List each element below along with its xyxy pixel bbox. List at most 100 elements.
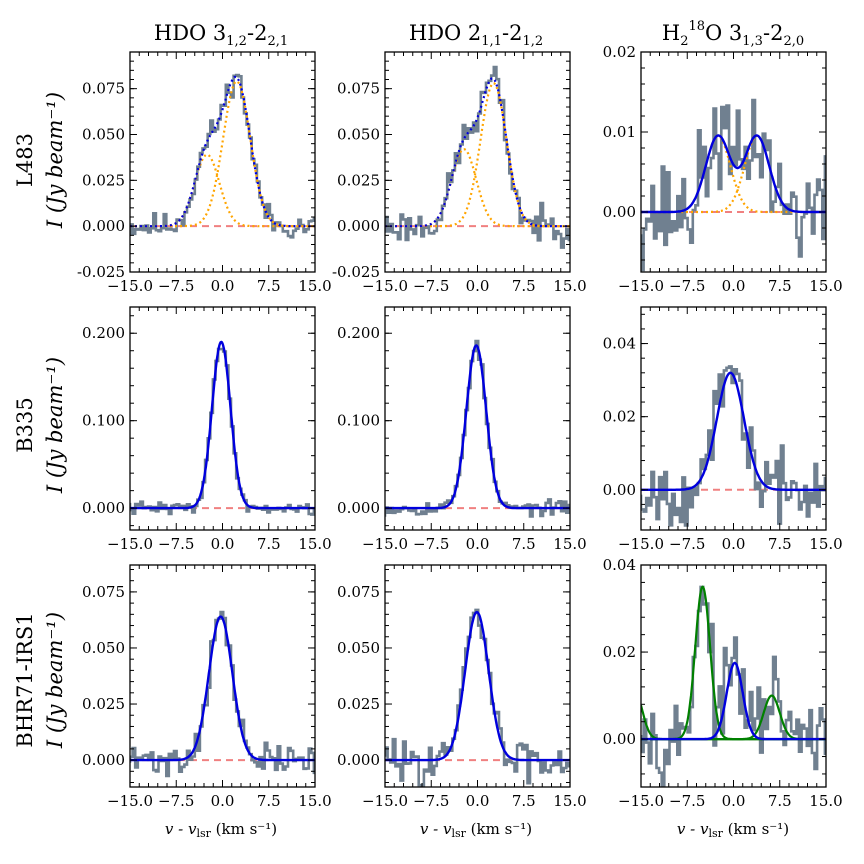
spectrum-histogram xyxy=(641,98,826,272)
x-tick-label: 7.5 xyxy=(768,792,792,810)
x-tick-label: 0.0 xyxy=(466,535,490,553)
panel-bhr71-irs1-col3: −15.0 −7.5 0.0 7.5 15.0 0.00 0.02 0.04 xyxy=(603,556,843,810)
x-tick-label: −15.0 xyxy=(618,792,664,810)
y-tick-label: 0.025 xyxy=(337,171,380,189)
total-fit xyxy=(385,610,570,762)
spectrum-histogram xyxy=(641,365,826,527)
x-tick-label: 7.5 xyxy=(512,277,536,295)
total-fit xyxy=(385,77,570,228)
axes-frame xyxy=(129,51,316,273)
x-tick-label: −7.5 xyxy=(158,535,194,553)
y-tick-label: 0.050 xyxy=(82,126,125,144)
x-tick-label: 7.5 xyxy=(768,277,792,295)
y-tick-label: 0.000 xyxy=(82,217,125,235)
plot-area xyxy=(641,585,826,787)
plot-area xyxy=(130,610,315,778)
y-tick-label: 0.02 xyxy=(603,643,636,661)
panel-b335-col3: −15.0 −7.5 0.0 7.5 15.0 0.00 0.02 0.04 xyxy=(603,306,843,553)
spectrum-histogram xyxy=(385,339,570,518)
y-tick-label: 0.04 xyxy=(603,335,636,353)
x-tick-label: 0.0 xyxy=(211,535,235,553)
row-ylabel-bhr71: I (Jy beam⁻¹) xyxy=(43,612,67,749)
y-tick-label: 0.075 xyxy=(82,583,125,601)
y-tick-label: 0.100 xyxy=(337,412,380,430)
y-tick-label: 0.000 xyxy=(337,751,380,769)
y-tick-label: 0.02 xyxy=(603,408,636,426)
x-tick-label: 15.0 xyxy=(553,535,586,553)
x-tick-label: 15.0 xyxy=(298,792,331,810)
x-tick-label: 0.0 xyxy=(466,277,490,295)
x-tick-label: −7.5 xyxy=(158,277,194,295)
plot-area xyxy=(385,608,570,787)
row-source-l483: L483 xyxy=(13,133,37,187)
x-tick-label: 15.0 xyxy=(553,792,586,810)
row-label-bhr71: BHR71-IRS1 I (Jy beam⁻¹) xyxy=(13,612,67,749)
x-tick-label: −7.5 xyxy=(669,535,705,553)
y-tick-label: 0.000 xyxy=(82,499,125,517)
y-tick-label: 0.025 xyxy=(82,171,125,189)
x-tick-label: −7.5 xyxy=(669,792,705,810)
plot-area xyxy=(130,340,315,516)
y-tick-label: 0.050 xyxy=(337,639,380,657)
y-tick-label: 0.025 xyxy=(82,695,125,713)
row-label-l483: L483 I (Jy beam⁻¹) xyxy=(13,92,67,229)
plot-area xyxy=(641,365,826,527)
y-tick-label: 0.075 xyxy=(337,583,380,601)
x-tick-label: −7.5 xyxy=(413,535,449,553)
y-tick-label: 0.000 xyxy=(337,499,380,517)
row-source-b335: B335 xyxy=(13,397,37,453)
spectrum-histogram xyxy=(130,610,315,778)
x-tick-label: 7.5 xyxy=(257,792,281,810)
x-tick-label: 7.5 xyxy=(257,277,281,295)
y-tick-label: -0.025 xyxy=(332,263,380,281)
total-fit xyxy=(385,344,570,510)
y-tick-label: 0.200 xyxy=(82,324,125,342)
x-tick-label: 0.0 xyxy=(211,277,235,295)
x-tick-label: −7.5 xyxy=(669,277,705,295)
x-tick-label: −7.5 xyxy=(413,277,449,295)
total-fit xyxy=(641,134,826,214)
row-ylabel-l483: I (Jy beam⁻¹) xyxy=(43,92,67,229)
total-fit xyxy=(641,661,826,741)
x-tick-label: −15.0 xyxy=(107,277,153,295)
x-tick-label: −15.0 xyxy=(362,535,408,553)
total-fit xyxy=(641,371,826,491)
x-tick-label: 15.0 xyxy=(553,277,586,295)
x-tick-label: −15.0 xyxy=(362,277,408,295)
column-title-hdo-211: HDO 21,1-21,2 xyxy=(409,21,543,49)
y-tick-label: 0.025 xyxy=(337,695,380,713)
x-tick-label: 7.5 xyxy=(257,535,281,553)
x-tick-label: 0.0 xyxy=(722,792,746,810)
row-source-bhr71: BHR71-IRS1 xyxy=(13,612,37,747)
x-tick-label: 0.0 xyxy=(466,792,490,810)
y-tick-label: 0.00 xyxy=(603,730,636,748)
panel-l483-col1: −15.0 −7.5 0.0 7.5 15.0 -0.025 0.000 0.025 0.050… xyxy=(77,51,332,295)
y-tick-label: 0.02 xyxy=(603,43,636,61)
x-tick-label: 15.0 xyxy=(809,277,842,295)
x-tick-label: 7.5 xyxy=(768,535,792,553)
x-tick-label: −7.5 xyxy=(413,792,449,810)
xlabel-col-1: v - vlsr (km s⁻¹) xyxy=(165,820,277,840)
spectrum-histogram xyxy=(385,65,570,249)
x-tick-label: 7.5 xyxy=(512,792,536,810)
y-tick-label: 0.075 xyxy=(337,80,380,98)
x-tick-label: 0.0 xyxy=(722,535,746,553)
column-title-h218o-313: H218O 31,3-22,0 xyxy=(662,19,804,49)
panel-bhr71-irs1-col2: −15.0 −7.5 0.0 7.5 15.0 0.000 0.025 0.050 0.075 xyxy=(337,564,587,810)
panel-bhr71-irs1-col1: −15.0 −7.5 0.0 7.5 15.0 0.000 0.025 0.050 0.075 xyxy=(82,564,332,810)
total-fit xyxy=(130,75,315,228)
xlabel-col-3: v - vlsr (km s⁻¹) xyxy=(677,820,789,840)
x-tick-label: −15.0 xyxy=(618,535,664,553)
gaussian-component-2 xyxy=(130,80,315,228)
y-tick-label: 0.00 xyxy=(603,481,636,499)
spectrum-histogram xyxy=(130,347,315,516)
spectrum-histogram xyxy=(130,73,315,239)
plot-area xyxy=(385,65,570,249)
plot-area xyxy=(385,339,570,518)
x-tick-label: −15.0 xyxy=(107,792,153,810)
x-tick-label: 15.0 xyxy=(809,535,842,553)
x-tick-label: 0.0 xyxy=(722,277,746,295)
gaussian-component-1 xyxy=(130,153,315,228)
row-label-b335: B335 I (Jy beam⁻¹) xyxy=(13,357,67,494)
panel-l483-col3: −15.0 −7.5 0.0 7.5 15.0 0.00 0.01 0.02 xyxy=(603,43,843,295)
